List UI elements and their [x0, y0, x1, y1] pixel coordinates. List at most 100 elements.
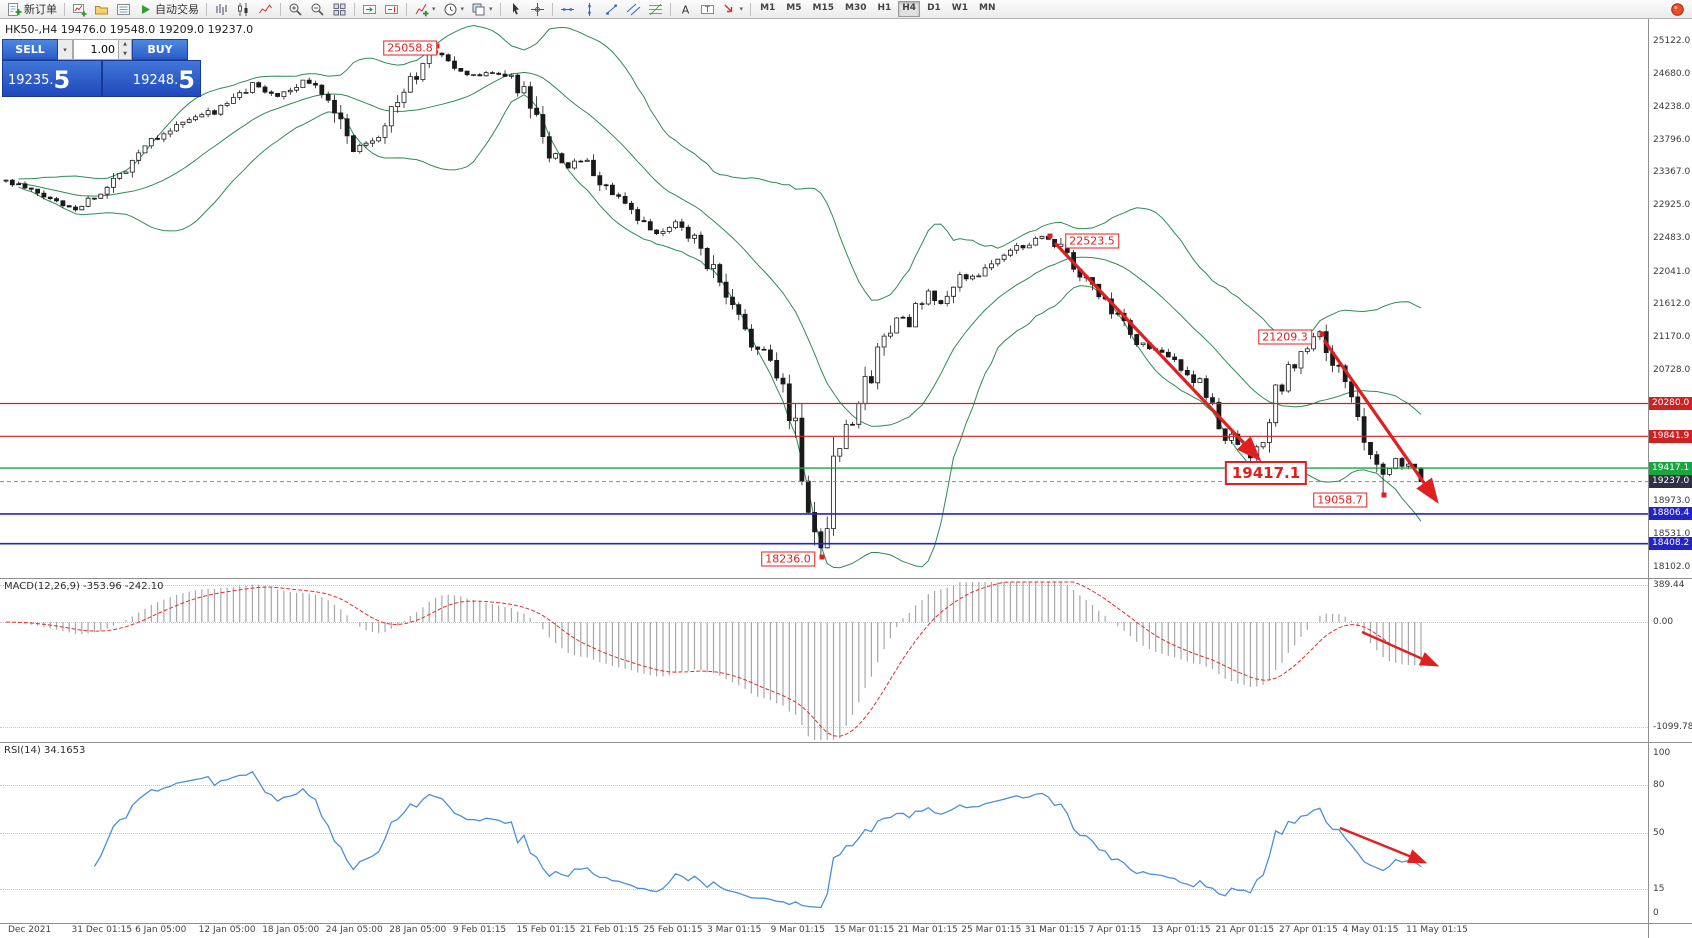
price-axis-tick: 18973.0 — [1653, 496, 1691, 507]
template-icon — [472, 3, 485, 15]
sell-price-button[interactable]: 19235. 5 — [2, 60, 102, 97]
rsi-pane-separator[interactable] — [0, 742, 1692, 743]
volume-input[interactable] — [73, 39, 119, 60]
vertical-line-button[interactable] — [579, 1, 600, 18]
bollinger-upper-band — [18, 24, 1422, 343]
templates-button[interactable]: ▾ — [468, 1, 496, 18]
arrow-symbol-icon — [724, 4, 732, 12]
macd-grid-line — [0, 622, 1648, 623]
new-order-button[interactable]: 新订单 — [4, 1, 60, 18]
macd-grid-line — [0, 727, 1648, 728]
channel-button[interactable] — [623, 1, 644, 18]
arrows-button[interactable]: ▾ — [719, 1, 747, 18]
candlestick-chart-button[interactable] — [233, 1, 254, 18]
timeframe-h1[interactable]: H1 — [877, 3, 892, 13]
price-axis-tick: 25122.0 — [1653, 35, 1691, 46]
crosshair-button[interactable] — [527, 1, 548, 18]
rsi-axis-tick: 80 — [1653, 780, 1665, 790]
toolbar-separator — [406, 2, 407, 16]
label-icon: T — [700, 4, 714, 14]
zoom-in-button[interactable] — [285, 1, 306, 18]
auto-scroll-button[interactable] — [359, 1, 380, 18]
price-axis-tick: 21170.0 — [1653, 331, 1691, 342]
price-axis-tick: 18531.0 — [1653, 529, 1691, 540]
periods-button[interactable]: ▾ — [440, 1, 468, 18]
bollinger-middle-band — [18, 71, 1422, 427]
folder-icon — [95, 5, 108, 14]
price-annotation[interactable]: 19417.1 — [1224, 461, 1308, 485]
time-axis-label: 28 Jan 05:00 — [389, 925, 447, 935]
macd-pane-separator[interactable] — [0, 578, 1692, 579]
order-type-dropdown[interactable]: ▾ — [58, 39, 73, 60]
time-axis-label: 3 Mar 01:15 — [707, 925, 762, 935]
candle-wicks — [5, 45, 1422, 557]
channel-icon — [626, 3, 640, 15]
timeframe-h4[interactable]: H4 — [898, 1, 921, 17]
chart-shift-button[interactable] — [381, 1, 402, 18]
timeframe-w1[interactable]: W1 — [951, 3, 968, 13]
buy-price-button[interactable]: 19248. 5 — [101, 60, 201, 97]
tile-windows-button[interactable] — [329, 1, 350, 18]
line-chart-button[interactable] — [255, 1, 276, 18]
market-watch-button[interactable] — [113, 1, 134, 18]
zoom-out-icon — [311, 3, 324, 16]
toolbar-separator — [551, 2, 553, 16]
timeframe-mn[interactable]: MN — [979, 3, 996, 13]
sell-button[interactable]: SELL — [2, 39, 58, 60]
zoom-out-button[interactable] — [307, 1, 328, 18]
price-axis-tick: 22483.0 — [1653, 233, 1691, 244]
trend-arrow[interactable] — [1361, 630, 1440, 667]
timeframe-d1[interactable]: D1 — [927, 3, 941, 13]
bar-chart-button[interactable] — [211, 1, 232, 18]
label-button[interactable]: T — [697, 1, 718, 18]
auto-trading-button[interactable]: 自动交易 — [135, 1, 202, 18]
trend-arrow[interactable] — [1322, 339, 1439, 504]
price-axis-tick: 18102.0 — [1653, 561, 1691, 572]
horizontal-line-button[interactable] — [557, 1, 578, 18]
price-annotation[interactable]: 18236.0 — [761, 551, 815, 567]
svg-text:T: T — [704, 5, 710, 14]
indicators-button[interactable]: ▾ — [411, 1, 439, 18]
bars-icon — [216, 3, 227, 15]
volume-stepper[interactable]: ▲ ▼ — [119, 39, 132, 60]
sell-price-small: 19235. — [8, 73, 54, 88]
time-axis-label: Dec 2021 — [8, 925, 52, 935]
toolbar-separator — [64, 2, 65, 16]
price-annotation[interactable]: 22523.5 — [1065, 233, 1119, 249]
bollinger-lower-band — [18, 94, 1422, 569]
fibonacci-icon — [648, 3, 662, 15]
alerts-button[interactable] — [1667, 1, 1688, 18]
chevron-down-icon: ▾ — [432, 5, 436, 13]
chart-title: HK50-,H4 19476.0 19548.0 19209.0 19237.0 — [5, 23, 254, 36]
text-button[interactable]: A — [675, 1, 696, 18]
profiles-button[interactable] — [91, 1, 112, 18]
price-axis-tick: 22925.0 — [1653, 200, 1691, 211]
trend-arrow[interactable] — [1053, 241, 1262, 462]
toolbar-separator — [499, 2, 501, 16]
timeframe-m1[interactable]: M1 — [760, 3, 776, 13]
auto-scroll-icon — [363, 4, 376, 14]
bear-candles — [9, 50, 1424, 549]
toolbar-separator — [669, 2, 671, 16]
annotation-anchor-marker — [1319, 331, 1325, 337]
toolbar: 新订单 自动交易 ▾ ▾ ▾ A T ▾ M1 M5 M15 M30 H1 H4 D1 W1 MN — [0, 0, 1692, 19]
trendline-button[interactable] — [601, 1, 622, 18]
timeframe-m15[interactable]: M15 — [812, 3, 834, 13]
timeframe-m30[interactable]: M30 — [844, 3, 867, 13]
cursor-button[interactable] — [505, 1, 526, 18]
chart-shift-icon — [385, 4, 398, 14]
price-annotation[interactable]: 25058.8 — [383, 40, 437, 56]
timeframe-m5[interactable]: M5 — [786, 3, 802, 13]
trend-arrow[interactable] — [1339, 826, 1428, 864]
time-axis-label: 25 Mar 01:15 — [961, 925, 1022, 935]
rsi-level-line — [0, 833, 1648, 834]
buy-button[interactable]: BUY — [132, 39, 188, 60]
price-annotation[interactable]: 21209.3 — [1258, 329, 1312, 345]
new-chart-button[interactable] — [69, 1, 90, 18]
price-annotation[interactable]: 19058.7 — [1313, 492, 1367, 508]
fibonacci-button[interactable] — [645, 1, 666, 18]
zoom-in-icon — [289, 3, 302, 16]
rsi-label: RSI(14) 34.1653 — [4, 745, 86, 756]
